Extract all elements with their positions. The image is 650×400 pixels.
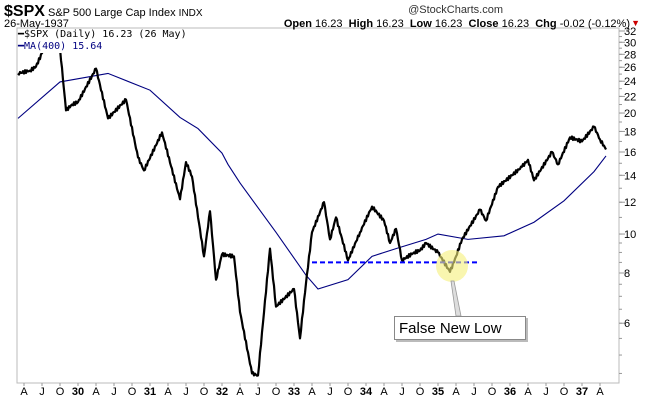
x-tick-label: 37 (576, 386, 588, 398)
y-tick-label: 18 (624, 126, 636, 138)
down-arrow-icon: ▼ (631, 18, 640, 28)
x-tick-label: J (471, 386, 477, 398)
x-tick-label: J (183, 386, 189, 398)
chart-date: 26-May-1937 (4, 18, 69, 30)
y-tick-label: 12 (624, 197, 636, 209)
x-tick-label: J (255, 386, 261, 398)
x-tick-label: O (488, 386, 497, 398)
x-tick-label: 34 (360, 386, 373, 398)
x-tick-label: J (543, 386, 549, 398)
close-label: Close (468, 18, 499, 30)
x-tick-label: A (380, 386, 388, 398)
ma-400-line (17, 72, 607, 290)
open-label: Open (283, 18, 312, 30)
symbol: $SPX (4, 3, 45, 20)
y-tick-label: 24 (624, 76, 636, 88)
x-tick-label: A (92, 386, 100, 398)
close-value: 16.23 (501, 18, 530, 30)
y-tick-label: 14 (624, 170, 636, 182)
legend-price: ━$SPX (Daily) 16.23 (26 May) (18, 29, 187, 40)
x-tick-label: A (236, 386, 244, 398)
legend-ma: ━MA(400) 15.64 (18, 41, 103, 52)
x-tick-label: A (452, 386, 460, 398)
y-tick-label: 30 (624, 37, 636, 49)
exchange: INDX (178, 8, 203, 19)
x-tick-label: 33 (288, 386, 300, 398)
legend-price-label: $SPX (Daily) 16.23 (26 May) (24, 29, 187, 40)
x-tick-label: 35 (432, 386, 444, 398)
x-tick-label: O (272, 386, 281, 398)
x-tick-label: J (327, 386, 333, 398)
annotation-false-new-low: False New Low (394, 316, 526, 340)
chart-title: $SPX S&P 500 Large Cap Index INDX (4, 3, 203, 21)
y-tick-label: 8 (624, 268, 630, 280)
x-tick-label: A (524, 386, 532, 398)
x-tick-label: O (200, 386, 209, 398)
low-value: 16.23 (434, 18, 463, 30)
y-tick-label: 22 (624, 91, 636, 103)
x-tick-label: A (164, 386, 172, 398)
highlight-circle (436, 250, 468, 282)
legend: ━$SPX (Daily) 16.23 (26 May) ━MA(400) 15… (18, 29, 190, 53)
x-tick-label: O (560, 386, 569, 398)
y-tick-label: 6 (624, 318, 630, 330)
x-tick-label: 36 (504, 386, 516, 398)
plot-area (16, 27, 620, 384)
high-label: High (348, 18, 374, 30)
x-tick-label: O (128, 386, 137, 398)
watermark: @StockCharts.com (408, 4, 503, 16)
legend-ma-label: MA(400) 15.64 (24, 41, 103, 52)
annotation-layer (312, 250, 480, 317)
x-tick-label: A (308, 386, 316, 398)
y-tick-label: 26 (624, 62, 636, 74)
low-label: Low (409, 18, 432, 30)
x-tick-label: O (344, 386, 353, 398)
chg-value: -0.02 (-0.12%) (559, 18, 630, 30)
y-tick-label: 32 (624, 26, 636, 38)
spx-price-line (17, 30, 607, 377)
x-tick-label: 31 (144, 386, 156, 398)
y-tick-label: 16 (624, 147, 636, 159)
open-value: 16.23 (315, 18, 343, 30)
x-tick-label: J (399, 386, 405, 398)
x-tick-label: O (416, 386, 425, 398)
chg-label: Chg (535, 18, 557, 30)
x-tick-label: 32 (216, 386, 228, 398)
x-tick-label: 30 (72, 386, 84, 398)
y-tick-label: 28 (624, 49, 636, 61)
high-value: 16.23 (376, 18, 404, 30)
x-tick-label: A (596, 386, 604, 398)
x-axis: A J O 30 A J O 31 A J O 32 A J O 33 A J O 34 A J O 35 A J O 36 A J O 37… (20, 383, 604, 398)
ohlc-bar: Open 16.23 High 16.23 Low 16.23 Close 16… (284, 18, 630, 30)
x-tick-label: O (56, 386, 65, 398)
x-tick-label: J (39, 386, 45, 398)
y-tick-label: 20 (624, 108, 636, 120)
x-tick-label: J (111, 386, 117, 398)
index-name: S&P 500 Large Cap Index (47, 7, 176, 19)
y-tick-label: 10 (624, 229, 636, 241)
series-layer (17, 30, 607, 377)
x-tick-label: A (20, 386, 28, 398)
